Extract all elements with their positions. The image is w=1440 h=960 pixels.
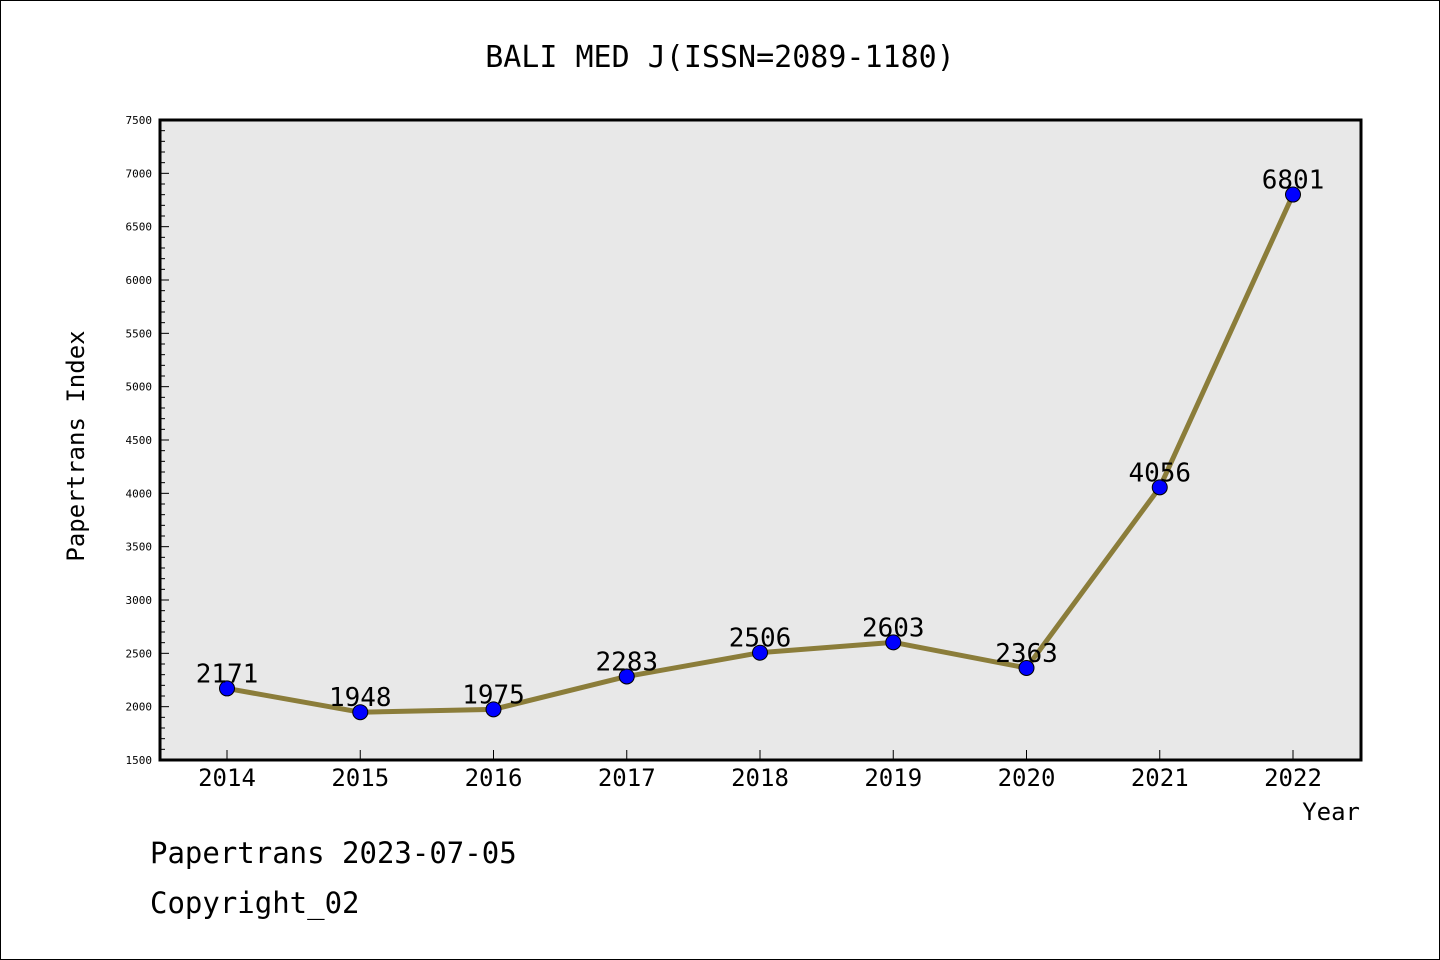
- data-labels: 2171 1948 1975 2283 2506 2603 2363 4056 6801: [196, 166, 1325, 714]
- x-axis-label: Year: [1302, 798, 1360, 826]
- x-tick-label: 2015: [331, 764, 389, 792]
- data-label: 1948: [329, 683, 392, 713]
- x-tick-label: 2022: [1264, 764, 1322, 792]
- x-tick-label: 2018: [731, 764, 789, 792]
- data-point: [352, 704, 369, 721]
- y-tick-label: 7000: [126, 167, 153, 180]
- x-tick-label: 2019: [864, 764, 922, 792]
- data-label: 2506: [729, 624, 792, 654]
- data-label: 4056: [1128, 458, 1191, 488]
- y-tick-label: 5500: [126, 327, 153, 340]
- y-tick-label: 2000: [126, 701, 153, 714]
- x-axis: 2014 2015 2016 2017 2018 2019 2020 2021 2022: [198, 750, 1322, 792]
- y-tick-label: 6000: [126, 274, 153, 287]
- y-tick-label: 5000: [126, 381, 153, 394]
- chart-title: BALI MED J(ISSN=2089-1180): [485, 40, 955, 75]
- x-tick-label: 2021: [1131, 764, 1189, 792]
- y-tick-label: 4000: [126, 487, 153, 500]
- data-point: [1018, 659, 1035, 676]
- footer-copyright: Copyright_02: [150, 886, 360, 920]
- y-axis-label: Papertrans Index: [62, 330, 90, 561]
- y-tick-label: 1500: [126, 754, 153, 767]
- x-tick-label: 2014: [198, 764, 256, 792]
- x-tick-label: 2016: [465, 764, 523, 792]
- data-label: 2363: [995, 639, 1058, 669]
- data-point: [752, 644, 768, 661]
- x-tick-label: 2020: [998, 764, 1056, 792]
- data-label: 1975: [462, 680, 525, 710]
- data-point: [219, 680, 235, 697]
- data-label: 6801: [1262, 166, 1325, 196]
- data-point: [885, 634, 902, 651]
- data-point: [618, 668, 635, 685]
- data-label: 2283: [595, 647, 658, 677]
- y-tick-label: 2500: [126, 647, 153, 660]
- y-tick-label: 4500: [126, 434, 153, 447]
- y-tick-label: 7500: [126, 114, 153, 127]
- data-point: [1151, 479, 1168, 496]
- y-tick-label: 6500: [126, 221, 153, 234]
- y-tick-label: 3000: [126, 594, 153, 607]
- series-layer: [219, 186, 1301, 721]
- y-tick-label: 3500: [126, 541, 153, 554]
- plot-border: [158, 118, 1363, 762]
- footer-date-line: Papertrans 2023-07-05: [150, 836, 517, 870]
- data-point: [1285, 186, 1301, 203]
- x-tick-label: 2017: [598, 764, 656, 792]
- data-label: 2603: [862, 613, 925, 643]
- data-label: 2171: [196, 659, 259, 689]
- data-point: [485, 701, 502, 718]
